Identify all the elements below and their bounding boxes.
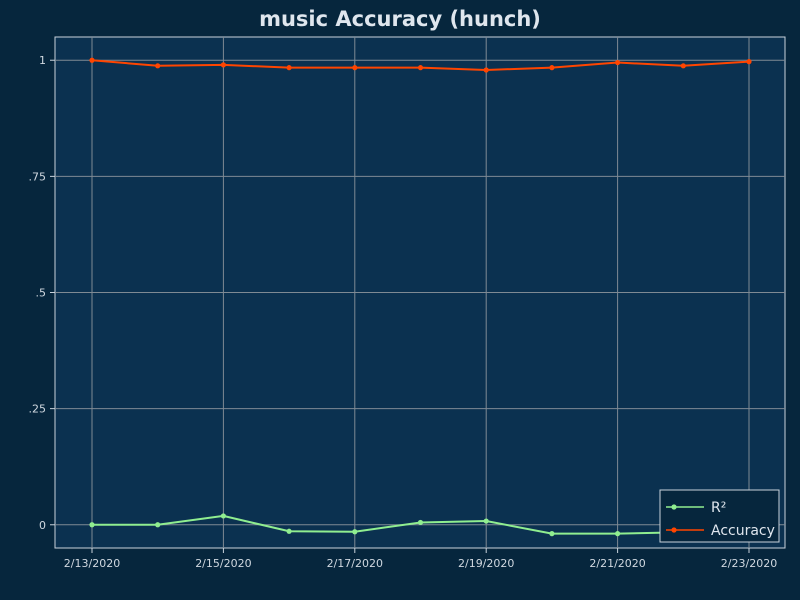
legend-box (659, 489, 780, 543)
data-point (220, 62, 226, 68)
x-tick-label: 2/15/2020 (195, 557, 251, 570)
y-tick-label: .5 (36, 287, 47, 300)
y-tick-label: .75 (29, 170, 47, 183)
x-tick-label: 2/21/2020 (589, 557, 645, 570)
data-point (680, 63, 686, 69)
data-point (483, 67, 489, 73)
x-tick-label: 2/23/2020 (721, 557, 777, 570)
y-axis: 0 .25 .5 .75 1 (29, 54, 55, 532)
data-point (89, 57, 95, 63)
legend-label: R² (711, 500, 726, 516)
data-point (352, 65, 358, 71)
data-point (549, 65, 555, 71)
legend-marker (671, 504, 677, 510)
data-point (155, 522, 161, 528)
x-tick-label: 2/17/2020 (327, 557, 383, 570)
x-tick-label: 2/13/2020 (64, 557, 120, 570)
data-point (89, 522, 95, 528)
legend-marker (671, 527, 677, 533)
data-point (155, 63, 161, 69)
y-tick-label: .25 (29, 403, 47, 416)
y-tick-label: 0 (39, 519, 46, 532)
series-accuracy (89, 57, 752, 73)
data-point (615, 530, 621, 537)
chart-title: music Accuracy (hunch) (259, 7, 541, 31)
x-tick-label: 2/19/2020 (458, 557, 514, 570)
data-point (286, 528, 292, 534)
y-tick-label: 1 (39, 54, 46, 67)
legend: R² Accuracy (659, 489, 780, 543)
data-point (286, 65, 292, 71)
data-point (746, 59, 752, 65)
data-point (417, 519, 424, 526)
legend-label: Accuracy (711, 523, 775, 539)
data-point (615, 59, 621, 66)
data-point (220, 513, 226, 519)
data-point (483, 518, 489, 524)
data-point (417, 65, 424, 71)
data-point (352, 529, 358, 535)
x-axis: 2/13/2020 2/15/2020 2/17/2020 2/19/2020 2/21… (64, 548, 777, 570)
data-point (549, 530, 555, 537)
